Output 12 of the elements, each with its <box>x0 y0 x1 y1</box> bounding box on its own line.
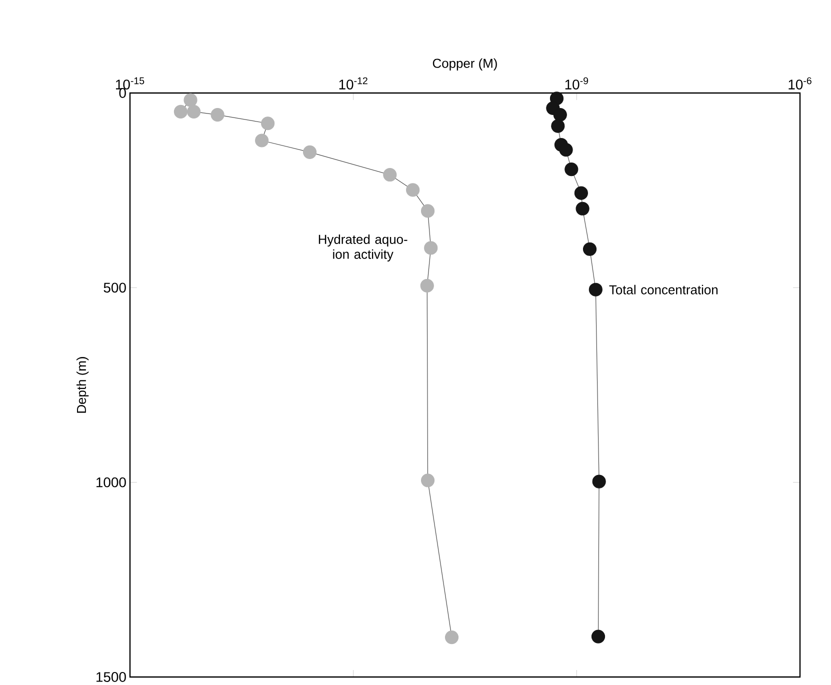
y-tick-label: 1000 <box>96 477 126 488</box>
y-tick-label: 500 <box>104 282 126 293</box>
x-tick-label: 10$^{-6}$ <box>788 77 812 90</box>
x-tick-label: 10$^{-12}$ <box>339 77 368 90</box>
x-axis-title: Copper (M) <box>432 58 497 70</box>
y-axis-title: Depth (m) <box>76 357 89 413</box>
x-tick-label: 10$^{-9}$ <box>565 77 588 90</box>
x-tick-label: 10$^{-15}$ <box>116 77 144 90</box>
y-tick-label: 1500 <box>96 672 126 682</box>
series-label: Hydrated aquo-ion activity <box>318 234 408 262</box>
series-label: Total concentration <box>609 284 718 294</box>
y-tick-label: 0 <box>119 88 126 98</box>
